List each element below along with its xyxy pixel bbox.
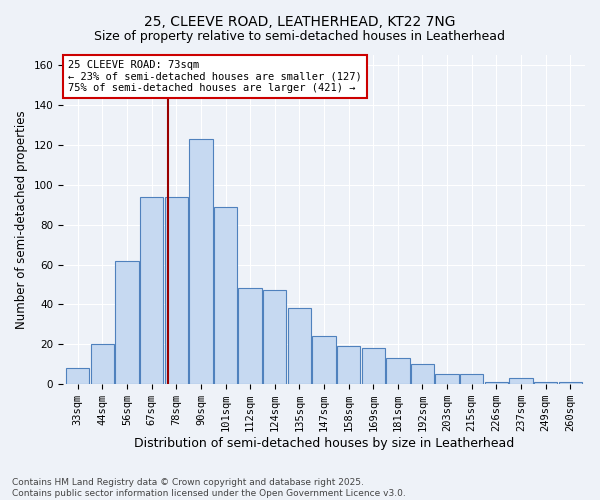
Bar [509,378,533,384]
Bar [91,344,114,384]
Bar [140,196,163,384]
Bar [263,290,286,384]
Bar [189,139,212,384]
Bar [362,348,385,384]
Bar [460,374,484,384]
Bar [485,382,508,384]
Text: Size of property relative to semi-detached houses in Leatherhead: Size of property relative to semi-detach… [95,30,505,43]
Bar [313,336,336,384]
Bar [534,382,557,384]
X-axis label: Distribution of semi-detached houses by size in Leatherhead: Distribution of semi-detached houses by … [134,437,514,450]
Text: 25, CLEEVE ROAD, LEATHERHEAD, KT22 7NG: 25, CLEEVE ROAD, LEATHERHEAD, KT22 7NG [144,15,456,29]
Bar [115,260,139,384]
Bar [436,374,459,384]
Bar [337,346,361,384]
Bar [238,288,262,384]
Text: Contains HM Land Registry data © Crown copyright and database right 2025.
Contai: Contains HM Land Registry data © Crown c… [12,478,406,498]
Text: 25 CLEEVE ROAD: 73sqm
← 23% of semi-detached houses are smaller (127)
75% of sem: 25 CLEEVE ROAD: 73sqm ← 23% of semi-deta… [68,60,362,93]
Bar [386,358,410,384]
Bar [66,368,89,384]
Bar [214,206,237,384]
Bar [559,382,582,384]
Bar [164,196,188,384]
Y-axis label: Number of semi-detached properties: Number of semi-detached properties [15,110,28,329]
Bar [287,308,311,384]
Bar [411,364,434,384]
